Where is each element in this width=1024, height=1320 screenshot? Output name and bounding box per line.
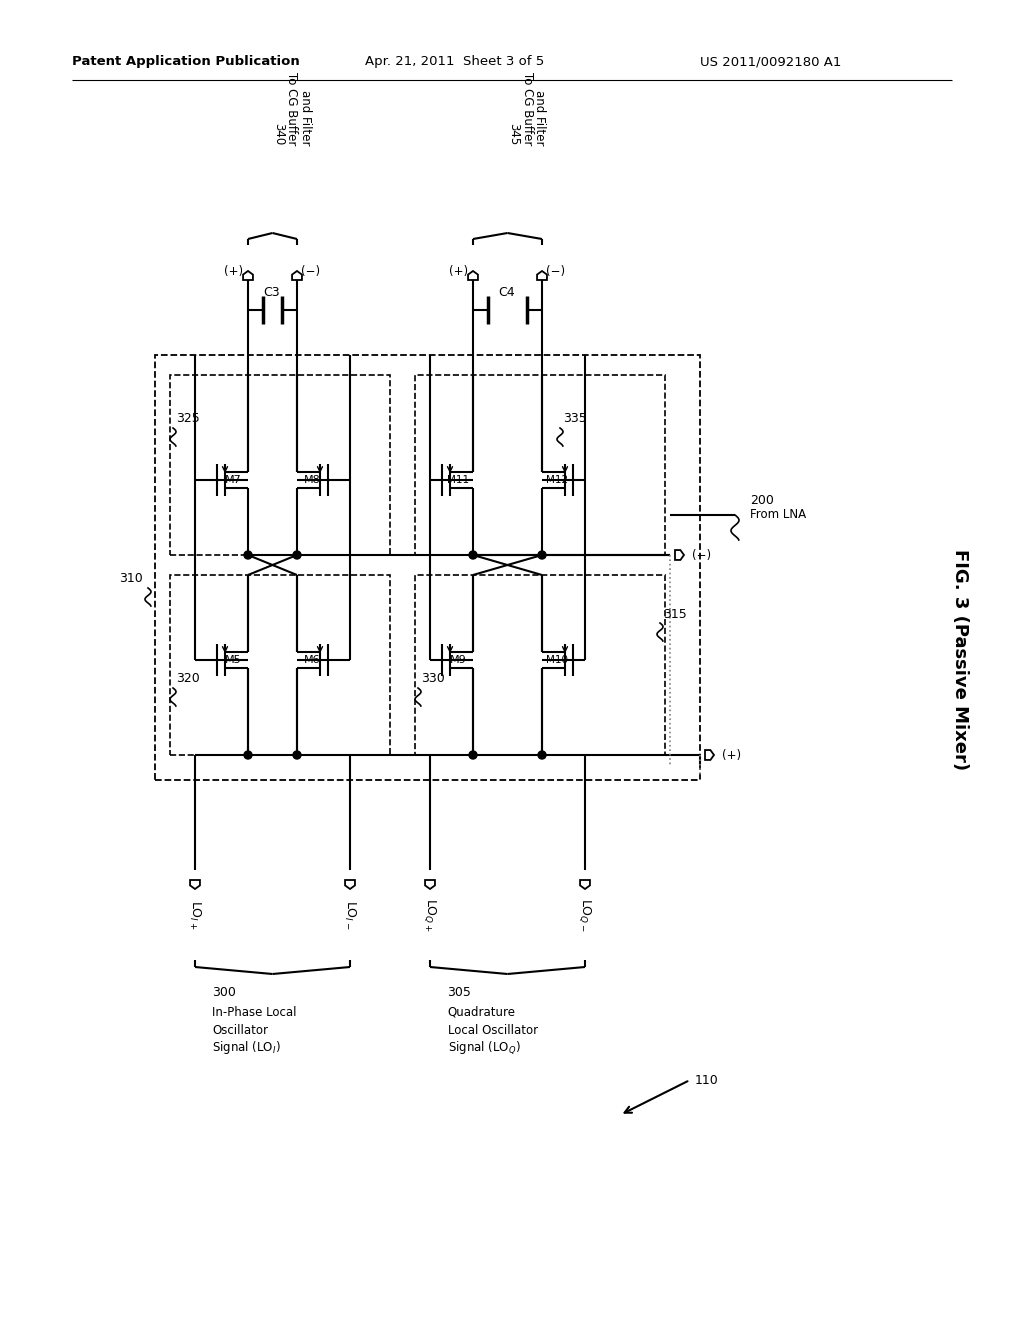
Polygon shape — [468, 271, 478, 280]
Circle shape — [293, 751, 301, 759]
Circle shape — [538, 751, 546, 759]
Text: C4: C4 — [499, 285, 515, 298]
Text: (+): (+) — [224, 264, 244, 277]
Bar — [155, 355, 700, 780]
Text: C3: C3 — [264, 285, 281, 298]
Text: and Filter: and Filter — [299, 90, 311, 145]
Text: M8: M8 — [304, 475, 321, 484]
Bar — [415, 375, 665, 554]
Text: M7: M7 — [224, 475, 242, 484]
Text: M10: M10 — [546, 655, 568, 665]
Text: 300: 300 — [213, 986, 237, 998]
Polygon shape — [705, 750, 714, 760]
Text: LO$_{I+}$: LO$_{I+}$ — [187, 900, 203, 929]
Text: M5: M5 — [224, 655, 242, 665]
Text: M9: M9 — [450, 655, 466, 665]
Text: (−): (−) — [301, 264, 321, 277]
Text: 340: 340 — [272, 123, 286, 145]
Polygon shape — [190, 880, 200, 888]
Text: Patent Application Publication: Patent Application Publication — [72, 55, 300, 69]
Bar — [415, 576, 665, 755]
Text: To CG Buffer: To CG Buffer — [286, 71, 299, 145]
Text: (+): (+) — [722, 748, 741, 762]
Text: 330: 330 — [421, 672, 444, 685]
Polygon shape — [675, 550, 684, 560]
Text: 200: 200 — [750, 494, 774, 507]
Polygon shape — [292, 271, 302, 280]
Bar — [170, 375, 390, 554]
Circle shape — [244, 550, 252, 558]
Polygon shape — [345, 880, 355, 888]
Text: 345: 345 — [508, 123, 520, 145]
Text: 320: 320 — [176, 672, 200, 685]
Text: 110: 110 — [695, 1073, 719, 1086]
Polygon shape — [425, 880, 435, 888]
Bar — [170, 576, 390, 755]
Text: Signal (LO$_Q$): Signal (LO$_Q$) — [447, 1040, 520, 1056]
Text: In-Phase Local: In-Phase Local — [213, 1006, 297, 1019]
Text: 305: 305 — [447, 986, 471, 998]
Text: FIG. 3 (Passive Mixer): FIG. 3 (Passive Mixer) — [951, 549, 969, 771]
Text: LO$_{Q-}$: LO$_{Q-}$ — [578, 898, 593, 932]
Text: Apr. 21, 2011  Sheet 3 of 5: Apr. 21, 2011 Sheet 3 of 5 — [365, 55, 544, 69]
Text: 335: 335 — [563, 412, 587, 425]
Circle shape — [293, 550, 301, 558]
Text: 325: 325 — [176, 412, 200, 425]
Text: (+): (+) — [450, 264, 469, 277]
Text: M11: M11 — [446, 475, 469, 484]
Text: M6: M6 — [304, 655, 321, 665]
Text: (−): (−) — [692, 549, 711, 561]
Circle shape — [538, 550, 546, 558]
Text: 315: 315 — [663, 607, 687, 620]
Text: To CG Buffer: To CG Buffer — [520, 71, 534, 145]
Text: M12: M12 — [546, 475, 568, 484]
Polygon shape — [537, 271, 547, 280]
Text: 310: 310 — [119, 573, 143, 586]
Text: LO$_{I-}$: LO$_{I-}$ — [342, 900, 357, 929]
Circle shape — [469, 550, 477, 558]
Circle shape — [469, 751, 477, 759]
Circle shape — [244, 751, 252, 759]
Text: From LNA: From LNA — [750, 508, 806, 521]
Text: LO$_{Q+}$: LO$_{Q+}$ — [422, 898, 438, 932]
Polygon shape — [580, 880, 590, 888]
Polygon shape — [243, 271, 253, 280]
Text: Quadrature: Quadrature — [447, 1006, 515, 1019]
Text: Signal (LO$_I$): Signal (LO$_I$) — [213, 1040, 282, 1056]
Text: Oscillator: Oscillator — [213, 1023, 268, 1036]
Text: and Filter: and Filter — [534, 90, 547, 145]
Text: US 2011/0092180 A1: US 2011/0092180 A1 — [700, 55, 842, 69]
Text: Local Oscillator: Local Oscillator — [447, 1023, 538, 1036]
Text: (−): (−) — [547, 264, 565, 277]
